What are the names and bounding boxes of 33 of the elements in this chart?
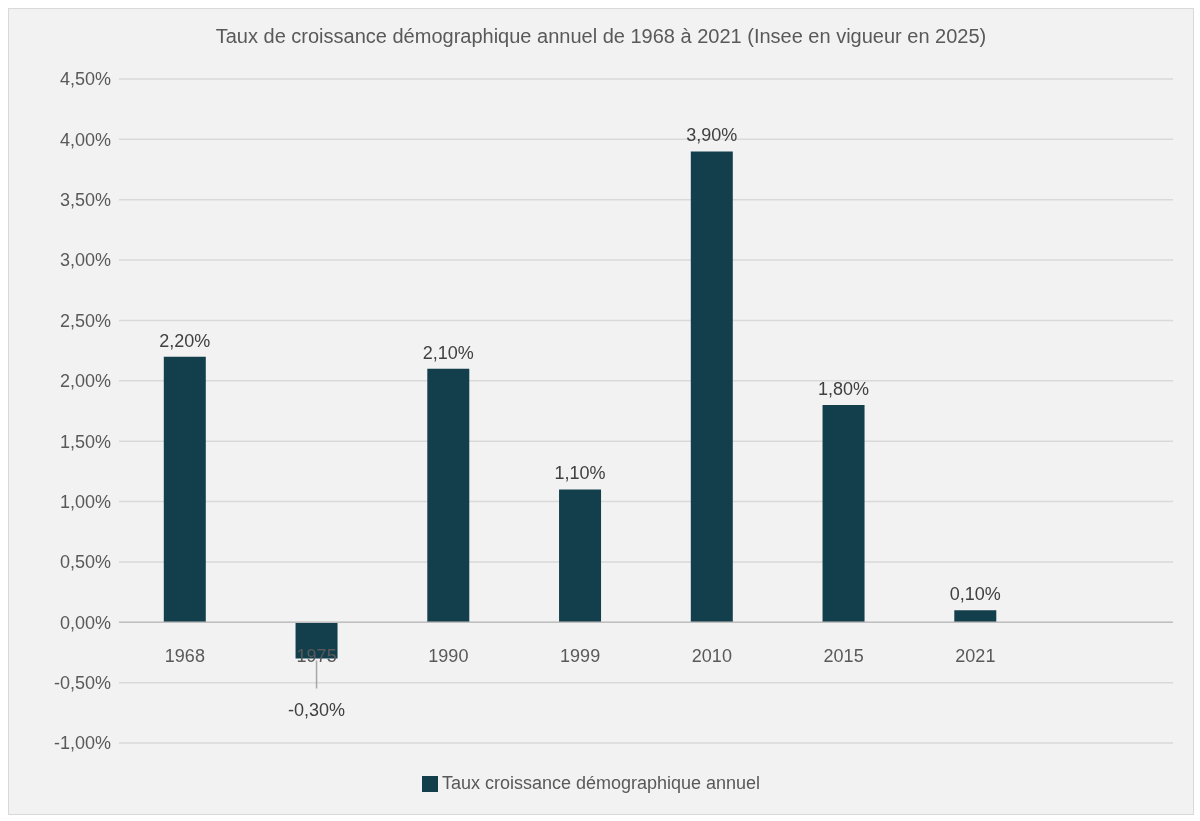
x-tick-label: 1968 [164,646,205,667]
bar [822,404,865,623]
y-tick-label: 3,50% [59,190,111,211]
data-label: 1,80% [818,378,870,399]
y-tick-label: 2,00% [59,371,111,392]
chart-title: Taux de croissance démographique annuel de 1968 à 2021 (Insee en vigueur en 2025) [214,25,988,48]
y-tick-label: -0,50% [53,673,111,694]
y-tick-label: 2,50% [59,310,111,331]
y-tick-label: 1,50% [59,431,111,452]
bar [690,151,733,623]
x-tick-label: 1990 [428,646,469,667]
y-tick-label: 1,00% [59,491,111,512]
bar [559,489,602,623]
data-label: -0,30% [288,700,346,721]
bar [427,368,470,623]
y-tick-label: 4,00% [59,129,111,150]
data-label: 3,90% [686,125,738,146]
y-tick-label: 0,00% [59,612,111,633]
x-tick-label: 2010 [691,646,732,667]
data-label: 1,10% [554,463,606,484]
bar [954,610,997,623]
x-tick-label: 2015 [823,646,864,667]
data-label: 2,20% [159,330,211,351]
x-tick-label: 2021 [955,646,996,667]
x-tick-label: 1999 [560,646,601,667]
y-tick-label: -1,00% [53,733,111,754]
y-tick-label: 4,50% [59,69,111,90]
data-label: 0,10% [949,584,1001,605]
bar [163,356,206,623]
y-tick-label: 3,00% [59,250,111,271]
data-label: 2,10% [422,342,474,363]
legend-label: Taux croissance démographique annuel [441,773,761,793]
y-tick-label: 0,50% [59,552,111,573]
